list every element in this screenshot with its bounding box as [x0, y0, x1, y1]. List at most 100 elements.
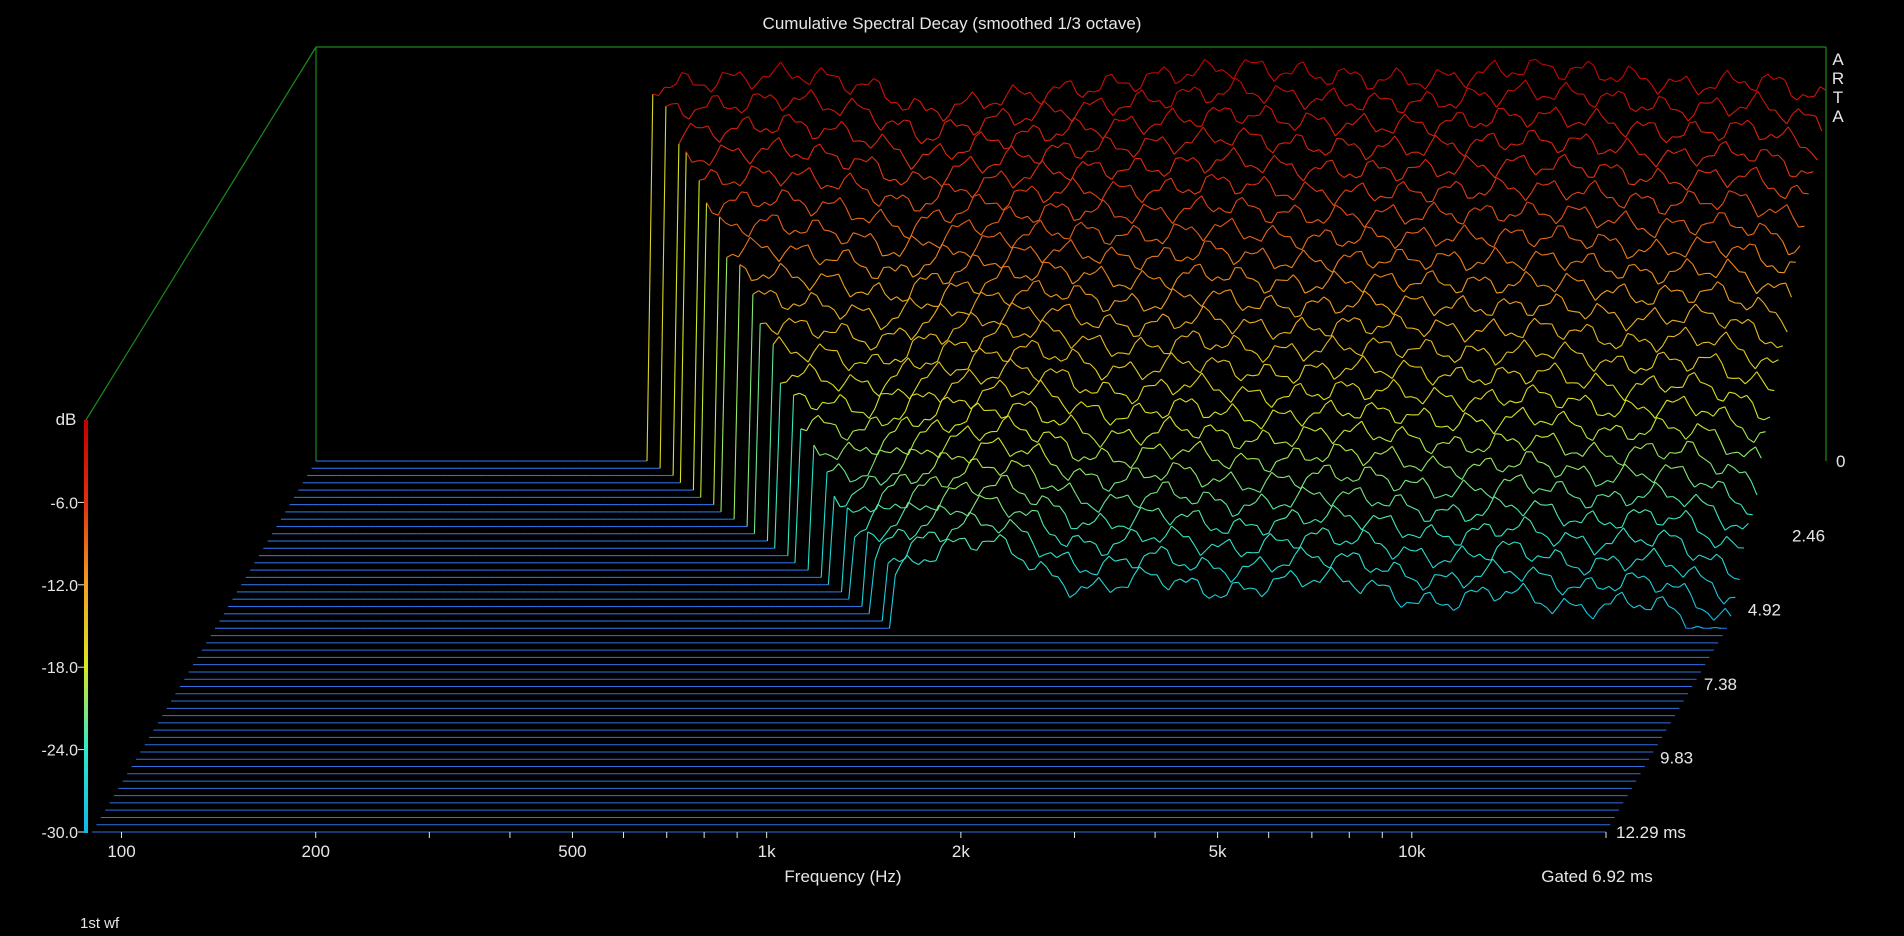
- slice-segment: [1160, 206, 1168, 217]
- slice-segment: [1163, 247, 1170, 249]
- slice-segment: [1770, 341, 1778, 348]
- slice-segment: [1755, 446, 1762, 459]
- slice-segment: [1254, 389, 1261, 392]
- slice-segment: [999, 231, 1007, 242]
- slice-segment: [954, 188, 961, 193]
- slice-segment: [1544, 302, 1551, 306]
- slice-segment: [1594, 180, 1602, 192]
- slice-segment: [1111, 352, 1118, 358]
- slice-segment: [1321, 91, 1329, 101]
- slice-segment: [1255, 318, 1262, 323]
- slice-segment: [906, 266, 914, 278]
- slice-segment: [1516, 406, 1524, 413]
- slice-segment: [1647, 477, 1655, 484]
- slice-segment: [1348, 240, 1355, 245]
- slice-segment: [935, 334, 943, 345]
- slice-segment: [990, 277, 998, 281]
- slice-segment: [1317, 116, 1324, 121]
- slice-segment: [1412, 231, 1419, 234]
- slice-segment: [918, 264, 925, 275]
- slice-segment: [1146, 72, 1153, 75]
- slice-segment: [1431, 444, 1438, 455]
- slice-segment: [1403, 465, 1410, 468]
- slice-segment: [1199, 176, 1207, 192]
- slice-segment: [1775, 312, 1782, 322]
- slice-segment: [684, 122, 692, 134]
- slice-segment: [702, 125, 709, 129]
- slice-segment: [1223, 278, 1230, 281]
- slice-segment: [1066, 272, 1073, 285]
- slice-segment: [1157, 247, 1165, 257]
- slice-segment: [801, 356, 809, 363]
- slice-segment: [1374, 370, 1381, 374]
- slice-segment: [980, 378, 988, 385]
- slice-segment: [892, 388, 899, 395]
- slice-segment: [1086, 150, 1093, 153]
- slice-segment: [890, 374, 897, 378]
- slice-segment: [1666, 399, 1673, 403]
- slice-segment: [1210, 240, 1217, 250]
- slice-segment: [1273, 154, 1281, 163]
- slice-segment: [1400, 231, 1407, 244]
- slice-segment: [1774, 109, 1782, 119]
- slice-segment: [1477, 261, 1484, 265]
- slice-segment: [1547, 354, 1554, 360]
- slice-segment: [1674, 79, 1681, 83]
- slice-segment: [1599, 163, 1606, 166]
- slice-segment: [1409, 189, 1416, 193]
- slice-segment: [1494, 167, 1502, 179]
- slice-segment: [1693, 372, 1701, 383]
- slice-segment: [953, 251, 960, 256]
- slice-segment: [1616, 164, 1624, 171]
- slice-segment: [1024, 400, 1031, 406]
- decay-slice: [298, 146, 1809, 491]
- slice-segment: [1355, 250, 1362, 253]
- slice-segment: [1047, 323, 1055, 332]
- slice-segment: [1519, 79, 1526, 87]
- slice-segment: [922, 241, 929, 246]
- slice-segment: [1450, 112, 1458, 122]
- slice-segment: [804, 395, 812, 409]
- slice-segment: [1673, 251, 1680, 255]
- slice-segment: [1496, 177, 1503, 182]
- slice-segment: [777, 215, 785, 230]
- slice-segment: [999, 313, 1007, 325]
- slice-segment: [1565, 81, 1573, 92]
- slice-segment: [1573, 207, 1580, 211]
- slice-segment: [1170, 177, 1178, 190]
- slice-segment: [1367, 263, 1374, 269]
- slice-segment: [1365, 154, 1372, 161]
- slice-segment: [931, 198, 938, 205]
- slice-segment: [1597, 414, 1603, 417]
- slice-segment: [1538, 111, 1545, 115]
- slice-segment: [1337, 172, 1345, 179]
- slice-segment: [1767, 73, 1775, 80]
- slice-segment: [1210, 424, 1217, 432]
- slice-segment: [1454, 358, 1461, 364]
- slice-segment: [1472, 192, 1480, 199]
- slice-segment: [1554, 283, 1562, 293]
- slice-segment: [1561, 297, 1569, 311]
- slice-segment: [1763, 100, 1770, 111]
- slice-segment: [1743, 450, 1751, 458]
- slice-segment: [1269, 279, 1277, 291]
- slice-segment: [1515, 474, 1522, 478]
- slice-segment: [1336, 137, 1343, 140]
- slice-segment: [1228, 267, 1236, 280]
- slice-segment: [1073, 117, 1081, 122]
- slice-segment: [1471, 346, 1479, 352]
- slice-segment: [1287, 89, 1294, 93]
- slice-segment: [809, 73, 816, 86]
- slice-segment: [1620, 245, 1628, 259]
- slice-segment: [1603, 148, 1611, 154]
- slice-segment: [1314, 76, 1321, 79]
- slice-segment: [1511, 411, 1518, 418]
- slice-segment: [1711, 281, 1718, 290]
- slice-segment: [1093, 439, 1101, 448]
- slice-segment: [1536, 95, 1544, 101]
- slice-segment: [1128, 428, 1136, 439]
- slice-segment: [1653, 471, 1661, 484]
- slice-segment: [1301, 135, 1309, 150]
- slice-segment: [1388, 239, 1396, 249]
- slice-segment: [1656, 417, 1663, 421]
